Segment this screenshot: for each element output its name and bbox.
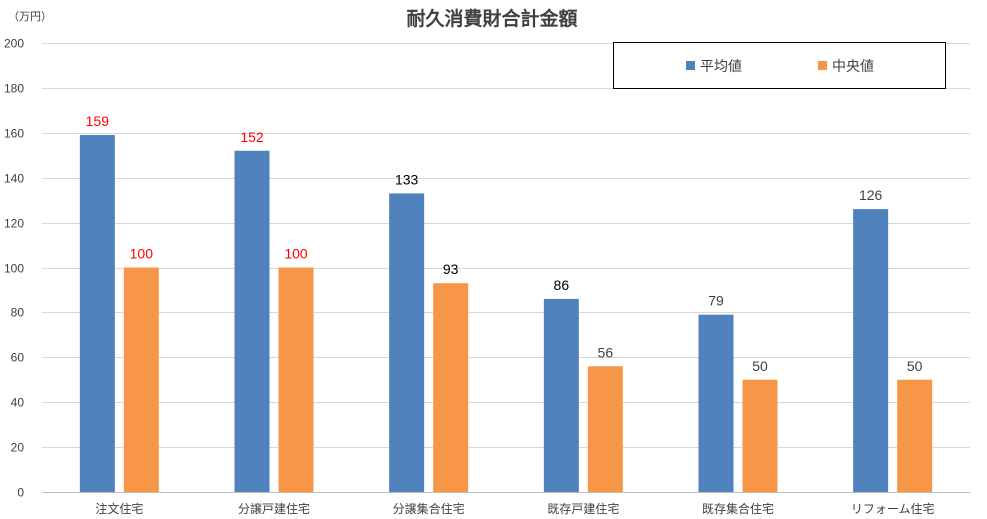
bar-mean bbox=[543, 298, 579, 492]
bars bbox=[79, 135, 933, 493]
data-label-median: 56 bbox=[598, 344, 614, 360]
data-label-mean: 126 bbox=[859, 187, 883, 203]
y-tick-label: 80 bbox=[11, 306, 25, 320]
y-tick-label: 20 bbox=[11, 441, 25, 455]
bar-mean bbox=[389, 193, 425, 493]
legend: 平均値 中央値 bbox=[613, 42, 946, 89]
y-tick-label: 0 bbox=[17, 486, 24, 500]
data-label-median: 100 bbox=[284, 246, 308, 262]
legend-label-mean: 平均値 bbox=[700, 59, 742, 75]
y-tick-label: 160 bbox=[4, 127, 24, 141]
bar-mean bbox=[698, 314, 734, 492]
data-label-mean: 152 bbox=[240, 129, 264, 145]
category-label: リフォーム住宅 bbox=[851, 501, 935, 516]
y-tick-label: 140 bbox=[4, 172, 24, 186]
bar-median bbox=[742, 379, 778, 492]
chart-title: 耐久消費財合計金額 bbox=[406, 7, 577, 30]
data-labels: 159 100 152 100 133 93 86 56 79 50 126 50 bbox=[86, 113, 923, 374]
bar-median bbox=[897, 379, 933, 492]
bar-mean bbox=[79, 135, 115, 493]
data-label-mean: 86 bbox=[554, 277, 570, 293]
bar-median bbox=[433, 283, 469, 492]
data-label-median: 50 bbox=[752, 358, 768, 374]
legend-swatch-median bbox=[818, 61, 827, 70]
bar-mean bbox=[853, 209, 889, 492]
legend-label-median: 中央値 bbox=[832, 59, 874, 75]
bar-median bbox=[123, 267, 159, 492]
y-axis-ticks: 0 20 40 60 80 100 120 140 160 180 200 bbox=[4, 37, 24, 500]
legend-swatch-mean bbox=[686, 61, 695, 70]
bar-mean bbox=[234, 150, 270, 492]
y-axis-unit-label: （万円） bbox=[8, 10, 52, 23]
y-tick-label: 200 bbox=[4, 37, 24, 51]
data-label-mean: 133 bbox=[395, 171, 419, 187]
category-label: 既存戸建住宅 bbox=[547, 501, 619, 516]
gridlines bbox=[42, 43, 970, 493]
bar-median bbox=[278, 267, 314, 492]
y-tick-label: 60 bbox=[11, 351, 25, 365]
data-label-mean: 159 bbox=[86, 113, 110, 129]
data-label-median: 100 bbox=[130, 246, 154, 262]
y-tick-label: 120 bbox=[4, 217, 24, 231]
x-axis-categories: 注文住宅 分譲戸建住宅 分譲集合住宅 既存戸建住宅 既存集合住宅 リフォーム住宅 bbox=[95, 501, 934, 516]
data-label-mean: 79 bbox=[708, 293, 724, 309]
category-label: 分譲戸建住宅 bbox=[238, 501, 310, 516]
y-tick-label: 100 bbox=[4, 262, 24, 276]
category-label: 注文住宅 bbox=[95, 501, 143, 516]
data-label-median: 50 bbox=[907, 358, 923, 374]
bar-median bbox=[587, 366, 623, 492]
category-label: 分譲集合住宅 bbox=[393, 501, 465, 516]
y-tick-label: 180 bbox=[4, 82, 24, 96]
data-label-median: 93 bbox=[443, 261, 459, 277]
legend-box bbox=[613, 42, 946, 89]
category-label: 既存集合住宅 bbox=[702, 501, 774, 516]
y-tick-label: 40 bbox=[11, 396, 25, 410]
